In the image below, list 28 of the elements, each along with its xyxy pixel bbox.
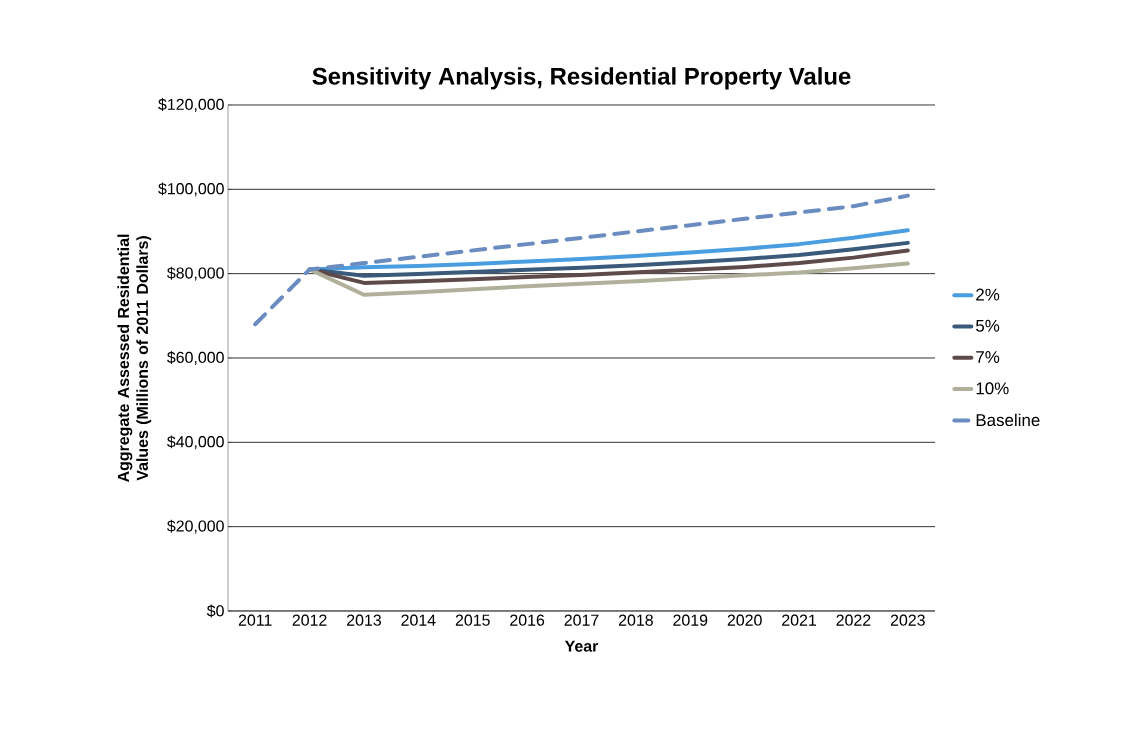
- y-tick-label: $100,000: [158, 182, 224, 197]
- x-tick-label: 2019: [673, 614, 708, 626]
- legend-label: 5%: [976, 319, 1000, 332]
- y-tick-label: $60,000: [167, 351, 224, 365]
- x-tick-label: 2023: [890, 614, 925, 626]
- x-tick-label: 2013: [347, 614, 381, 626]
- y-tick-label: $20,000: [167, 519, 224, 534]
- x-tick-label: 2012: [292, 614, 327, 626]
- y-tick-label: $80,000: [167, 266, 224, 281]
- x-tick-label: 2015: [455, 614, 490, 626]
- x-tick-label: 2016: [510, 614, 545, 626]
- x-tick-label: 2011: [238, 614, 272, 626]
- legend-label: 2%: [976, 288, 1000, 301]
- y-tick-label: $40,000: [167, 435, 224, 450]
- x-tick-label: 2021: [782, 614, 816, 626]
- x-tick-label: 2017: [564, 614, 599, 626]
- x-tick-label: 2014: [401, 614, 436, 626]
- y-tick-label: $120,000: [158, 98, 224, 112]
- x-tick-label: 2020: [727, 614, 762, 626]
- legend-label: 7%: [976, 351, 1000, 363]
- legend-label: 10%: [976, 382, 1009, 395]
- x-tick-label: 2018: [618, 614, 653, 626]
- y-axis-title: Aggregate Assessed Residential Values (Millions of 2011 Dollars): [117, 234, 152, 483]
- chart-title: Sensitivity Analysis, Residential Property Value: [312, 67, 851, 90]
- legend-label: Baseline: [976, 413, 1040, 427]
- y-tick-label: $0: [206, 604, 224, 618]
- x-axis-title: Year: [564, 640, 599, 652]
- x-tick-label: 2022: [836, 614, 871, 626]
